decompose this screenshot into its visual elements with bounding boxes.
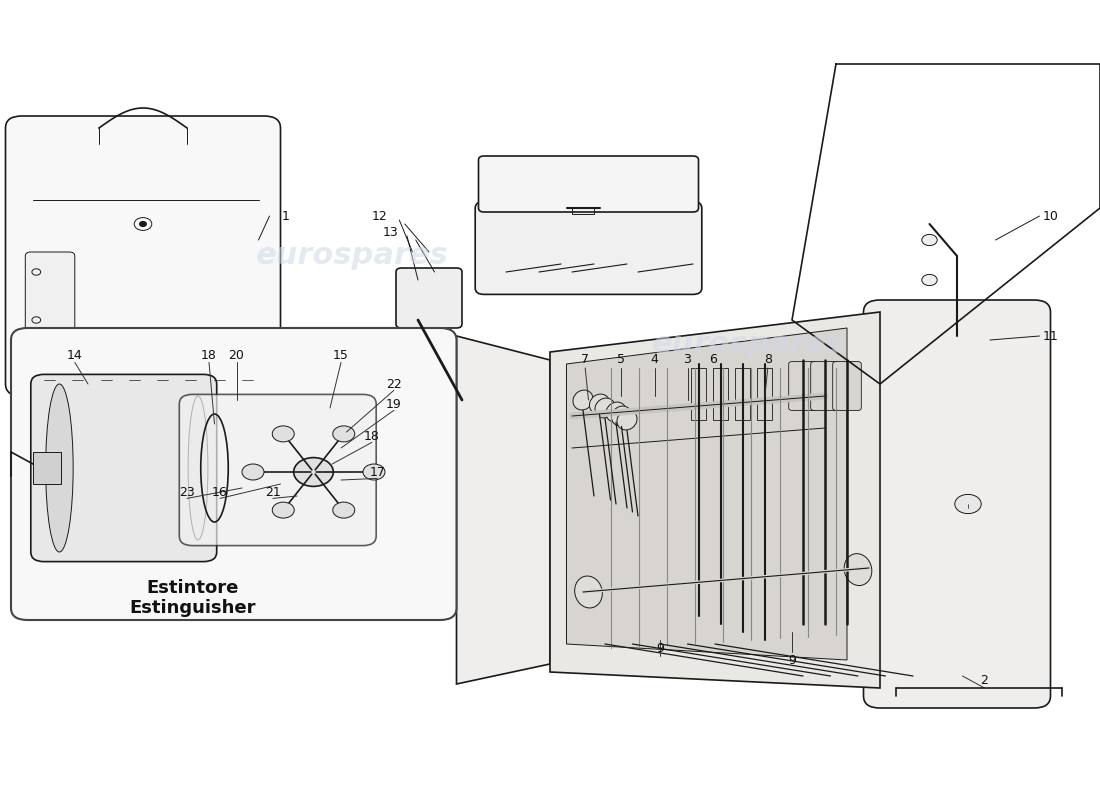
FancyArrowPatch shape — [285, 436, 311, 470]
Text: eurospares: eurospares — [255, 242, 449, 270]
Text: 6: 6 — [708, 354, 717, 366]
Bar — [572, 208, 594, 214]
Text: 8: 8 — [763, 354, 772, 366]
FancyBboxPatch shape — [789, 362, 817, 410]
Circle shape — [294, 458, 333, 486]
FancyBboxPatch shape — [396, 268, 462, 328]
FancyBboxPatch shape — [6, 116, 280, 396]
Text: 20: 20 — [229, 350, 244, 362]
Ellipse shape — [844, 554, 872, 586]
Ellipse shape — [612, 406, 631, 426]
Bar — [735, 368, 750, 420]
FancyArrowPatch shape — [285, 474, 311, 508]
Text: 1: 1 — [282, 210, 290, 222]
Text: 12: 12 — [372, 210, 387, 222]
Circle shape — [922, 274, 937, 286]
FancyBboxPatch shape — [475, 202, 702, 294]
Circle shape — [273, 426, 295, 442]
Text: 9: 9 — [788, 654, 796, 666]
Text: 4: 4 — [650, 354, 659, 366]
FancyBboxPatch shape — [25, 252, 75, 364]
Text: 14: 14 — [67, 350, 82, 362]
Bar — [713, 368, 728, 420]
FancyArrowPatch shape — [316, 436, 342, 470]
Text: 11: 11 — [1043, 330, 1058, 342]
Bar — [691, 368, 706, 420]
Ellipse shape — [617, 410, 637, 430]
Ellipse shape — [595, 398, 615, 418]
Ellipse shape — [590, 394, 609, 414]
Ellipse shape — [45, 384, 73, 552]
Circle shape — [955, 494, 981, 514]
Circle shape — [272, 502, 294, 518]
Bar — [33, 452, 60, 484]
Text: 19: 19 — [386, 398, 402, 410]
Polygon shape — [550, 312, 880, 688]
FancyBboxPatch shape — [811, 362, 839, 410]
Text: 7: 7 — [581, 354, 590, 366]
Text: 15: 15 — [333, 350, 349, 362]
Text: 18: 18 — [364, 430, 380, 442]
Text: 22: 22 — [386, 378, 402, 390]
Circle shape — [332, 502, 354, 518]
Ellipse shape — [574, 576, 603, 608]
Text: 17: 17 — [370, 466, 385, 478]
Circle shape — [242, 464, 264, 480]
Text: 2: 2 — [980, 674, 989, 686]
Circle shape — [332, 426, 354, 442]
Bar — [757, 368, 772, 420]
Text: 10: 10 — [1043, 210, 1058, 222]
FancyArrowPatch shape — [316, 474, 342, 508]
Text: 16: 16 — [212, 486, 228, 498]
FancyBboxPatch shape — [478, 156, 698, 212]
Text: eurospares: eurospares — [651, 330, 845, 358]
Ellipse shape — [188, 396, 208, 540]
FancyBboxPatch shape — [864, 300, 1050, 708]
Circle shape — [140, 222, 146, 226]
Text: 5: 5 — [617, 354, 626, 366]
FancyBboxPatch shape — [833, 362, 861, 410]
Circle shape — [363, 464, 385, 480]
Text: 21: 21 — [265, 486, 280, 498]
FancyBboxPatch shape — [11, 328, 456, 620]
Polygon shape — [456, 336, 550, 684]
FancyBboxPatch shape — [179, 394, 376, 546]
Text: 18: 18 — [201, 350, 217, 362]
FancyBboxPatch shape — [31, 374, 217, 562]
Text: 3: 3 — [683, 354, 692, 366]
Ellipse shape — [606, 402, 626, 422]
Ellipse shape — [573, 390, 593, 410]
Text: 13: 13 — [383, 226, 398, 238]
Text: Estintore: Estintore — [146, 579, 239, 597]
Text: 23: 23 — [179, 486, 195, 498]
Circle shape — [922, 234, 937, 246]
Polygon shape — [566, 328, 847, 660]
Bar — [935, 332, 979, 352]
Text: Estinguisher: Estinguisher — [130, 599, 255, 617]
Text: 9: 9 — [656, 642, 664, 654]
